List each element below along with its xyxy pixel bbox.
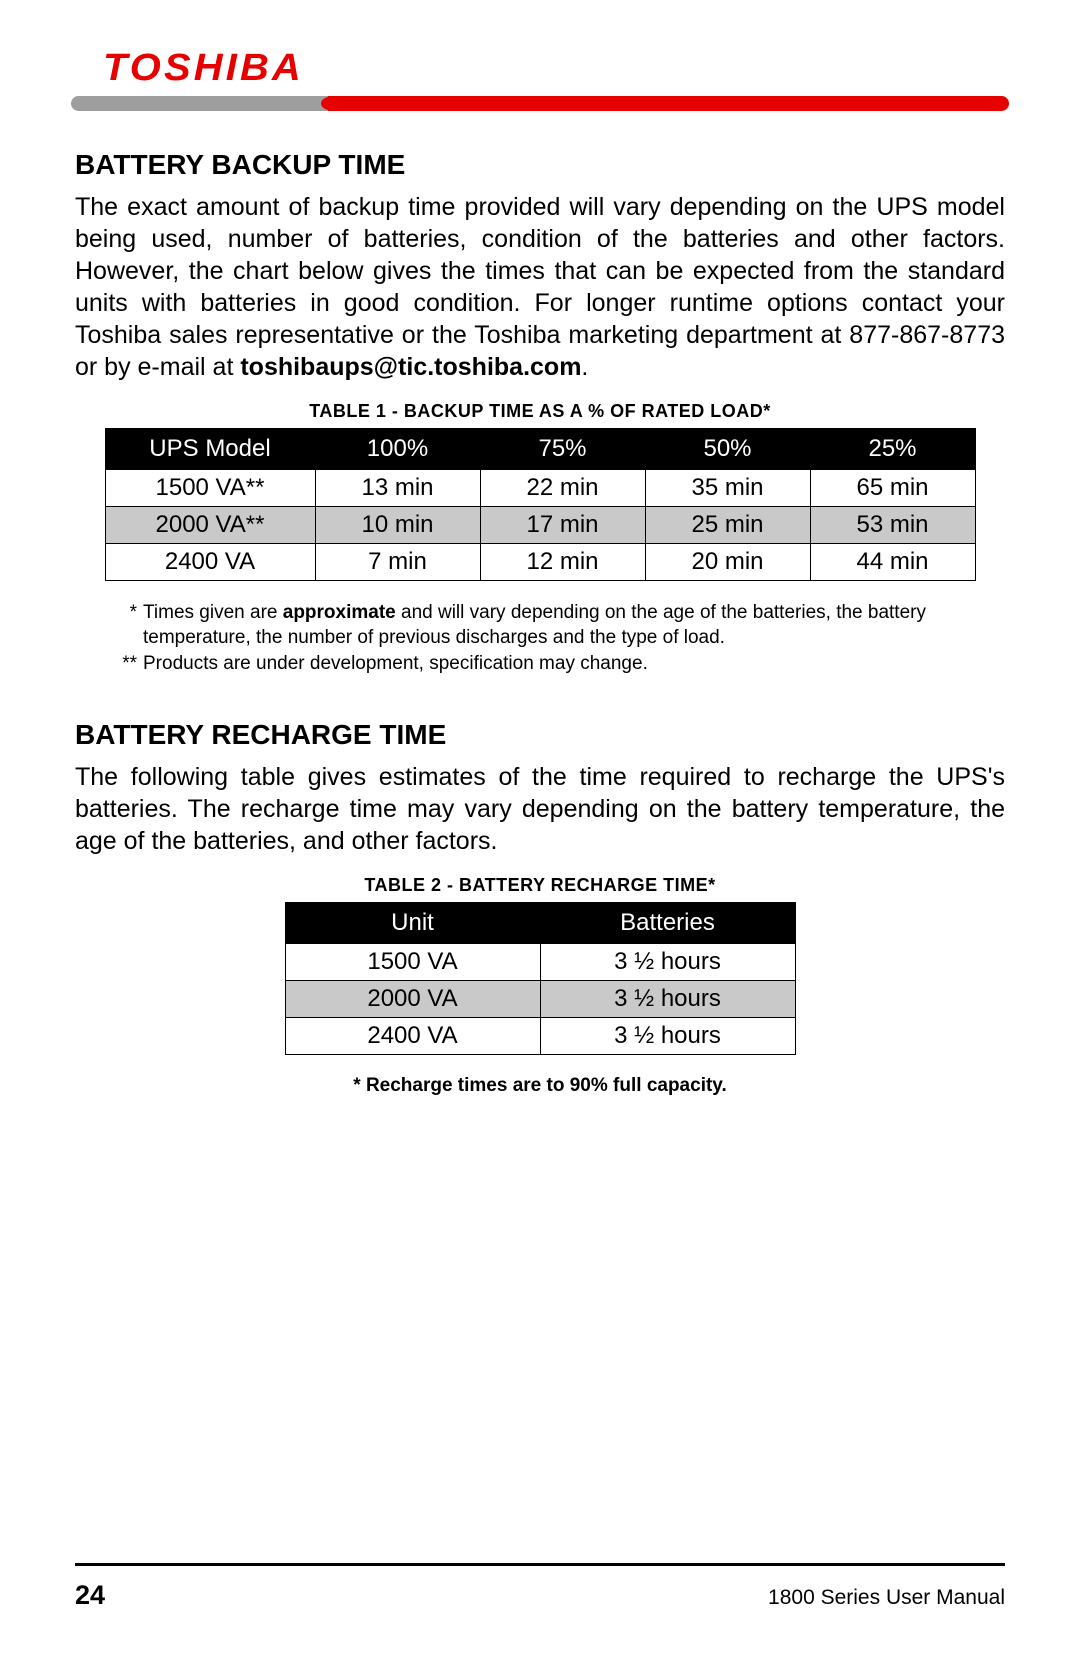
table1-header: 75% — [480, 429, 645, 470]
page-footer: 24 1800 Series User Manual — [75, 1563, 1005, 1611]
table1-title: TABLE 1 - BACKUP TIME AS A % OF RATED LO… — [75, 401, 1005, 422]
section1-text-after: . — [581, 353, 588, 381]
table2-title: TABLE 2 - BATTERY RECHARGE TIME* — [75, 875, 1005, 896]
table2-note: * Recharge times are to 90% full capacit… — [75, 1075, 1005, 1097]
note2-text: Products are under development, specific… — [143, 652, 648, 677]
table2: Unit Batteries 1500 VA3 ½ hours2000 VA3 … — [285, 902, 796, 1055]
table2-header: Unit — [285, 903, 540, 944]
manual-title: 1800 Series User Manual — [768, 1586, 1005, 1610]
table2-header-row: Unit Batteries — [285, 903, 795, 944]
table-row: 2400 VA7 min12 min20 min44 min — [105, 544, 975, 581]
table-cell: 53 min — [810, 507, 975, 544]
section2-heading: BATTERY RECHARGE TIME — [75, 719, 1005, 751]
table1-header: 50% — [645, 429, 810, 470]
section1-heading: BATTERY BACKUP TIME — [75, 149, 1005, 181]
table-cell: 35 min — [645, 470, 810, 507]
table-cell: 1500 VA — [285, 944, 540, 981]
table-cell: 10 min — [315, 507, 480, 544]
table-cell: 3 ½ hours — [540, 1018, 795, 1055]
table-cell: 17 min — [480, 507, 645, 544]
table-row: 2000 VA**10 min17 min25 min53 min — [105, 507, 975, 544]
table-cell: 2000 VA** — [105, 507, 315, 544]
table-cell: 20 min — [645, 544, 810, 581]
table-cell: 1500 VA** — [105, 470, 315, 507]
page-number: 24 — [75, 1580, 105, 1611]
note1-text: Times given are approximate and will var… — [143, 601, 995, 650]
table2-header: Batteries — [540, 903, 795, 944]
table1-header: 100% — [315, 429, 480, 470]
table1: UPS Model 100% 75% 50% 25% 1500 VA**13 m… — [105, 428, 976, 581]
table-cell: 65 min — [810, 470, 975, 507]
table1-header-row: UPS Model 100% 75% 50% 25% — [105, 429, 975, 470]
brand-logo: TOSHIBA — [103, 47, 1027, 90]
table-row: 2000 VA3 ½ hours — [285, 981, 795, 1018]
table-cell: 12 min — [480, 544, 645, 581]
table-cell: 13 min — [315, 470, 480, 507]
table-cell: 2000 VA — [285, 981, 540, 1018]
table-cell: 7 min — [315, 544, 480, 581]
section2-paragraph: The following table gives estimates of t… — [75, 761, 1005, 857]
table-row: 1500 VA**13 min22 min35 min65 min — [105, 470, 975, 507]
section1-paragraph: The exact amount of backup time provided… — [75, 191, 1005, 383]
table-cell: 3 ½ hours — [540, 944, 795, 981]
header-divider — [75, 96, 1005, 111]
table-cell: 2400 VA — [285, 1018, 540, 1055]
table-cell: 3 ½ hours — [540, 981, 795, 1018]
table-row: 1500 VA3 ½ hours — [285, 944, 795, 981]
section1-email: toshibaups@tic.toshiba.com — [240, 353, 581, 381]
table1-header: 25% — [810, 429, 975, 470]
table-row: 2400 VA3 ½ hours — [285, 1018, 795, 1055]
note-star: * — [115, 601, 143, 650]
note-star: ** — [115, 652, 143, 677]
table1-notes: * Times given are approximate and will v… — [75, 601, 1005, 677]
table-cell: 25 min — [645, 507, 810, 544]
table-cell: 22 min — [480, 470, 645, 507]
table-cell: 2400 VA — [105, 544, 315, 581]
table-cell: 44 min — [810, 544, 975, 581]
table1-header: UPS Model — [105, 429, 315, 470]
